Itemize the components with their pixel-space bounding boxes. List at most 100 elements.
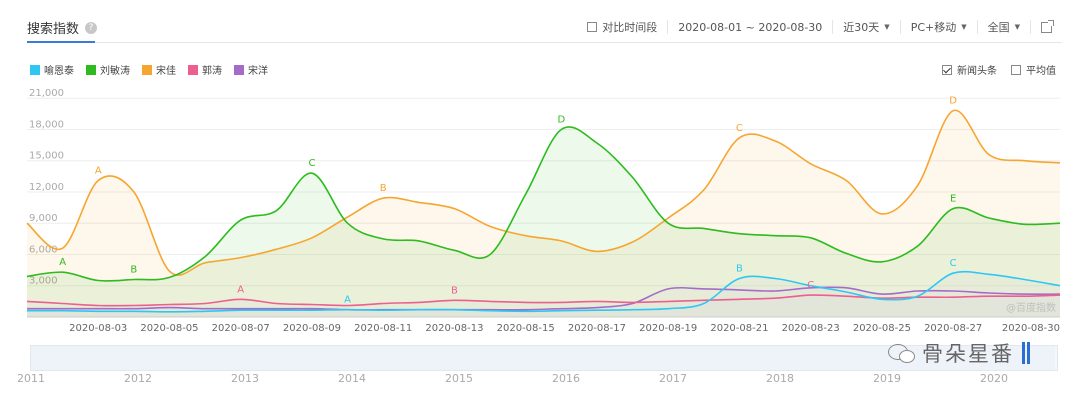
x-tick-label: 2020-08-21 bbox=[710, 323, 768, 334]
slider-year-label: 2015 bbox=[445, 372, 473, 385]
x-tick-label: 2020-08-11 bbox=[354, 323, 412, 334]
annotation-label: E bbox=[950, 194, 956, 205]
legend-item[interactable]: 宋洋 bbox=[234, 62, 268, 77]
annotation-label: B bbox=[130, 264, 137, 275]
x-tick-label: 2020-08-13 bbox=[425, 323, 483, 334]
legend-label: 刘敏涛 bbox=[100, 66, 130, 77]
annotation-label: B bbox=[736, 263, 743, 274]
x-tick-label: 2020-08-15 bbox=[497, 323, 555, 334]
slider-year-label: 2012 bbox=[124, 372, 152, 385]
y-tick-label: 6,000 bbox=[29, 244, 58, 255]
chart-options: 新闻头条 平均值 bbox=[942, 62, 1056, 77]
slider-year-label: 2014 bbox=[338, 372, 366, 385]
period-value: 近30天 bbox=[843, 21, 880, 34]
average-checkbox-icon[interactable] bbox=[1011, 64, 1021, 75]
y-tick-label: 21,000 bbox=[29, 88, 64, 99]
annotation-label: D bbox=[557, 114, 565, 125]
news-label: 新闻头条 bbox=[957, 66, 997, 77]
x-tick-label: 2020-08-25 bbox=[853, 323, 911, 334]
legend-swatch bbox=[142, 64, 152, 75]
slider-year-label: 2016 bbox=[552, 372, 580, 385]
slider-year-label: 2018 bbox=[766, 372, 794, 385]
device-value: PC+移动 bbox=[910, 21, 957, 34]
series-line bbox=[26, 294, 1061, 307]
region-select[interactable]: 全国 ▼ bbox=[976, 20, 1030, 34]
legend-swatch bbox=[30, 64, 40, 75]
period-select[interactable]: 近30天 ▼ bbox=[832, 20, 899, 34]
external-link-icon[interactable] bbox=[1041, 19, 1054, 33]
annotation-label: C bbox=[308, 158, 315, 169]
y-tick-label: 12,000 bbox=[29, 182, 64, 193]
chart-legend: 喻恩泰 刘敏涛 宋佳 郭涛 宋洋 bbox=[30, 62, 268, 77]
y-tick-label: 3,000 bbox=[29, 276, 58, 287]
legend-swatch bbox=[234, 64, 244, 75]
slider-year-label: 2019 bbox=[873, 372, 901, 385]
compare-checkbox-icon[interactable] bbox=[587, 22, 598, 32]
header-divider bbox=[27, 42, 1062, 43]
slider-year-label: 2011 bbox=[17, 372, 45, 385]
y-tick-label: 15,000 bbox=[29, 151, 64, 162]
annotation-label: C bbox=[807, 280, 814, 291]
device-select[interactable]: PC+移动 ▼ bbox=[899, 20, 977, 34]
annotation-label: C bbox=[950, 258, 957, 269]
watermark-bars-icon bbox=[1022, 342, 1030, 364]
legend-item[interactable]: 宋佳 bbox=[142, 62, 176, 77]
wechat-icon bbox=[888, 342, 916, 364]
legend-item[interactable]: 刘敏涛 bbox=[86, 62, 130, 77]
average-label: 平均值 bbox=[1026, 66, 1056, 77]
chevron-down-icon: ▼ bbox=[961, 23, 967, 31]
annotation-label: A bbox=[95, 166, 102, 177]
toolbar: 对比时间段 2020-08-01 ~ 2020-08-30 近30天 ▼ PC+… bbox=[577, 19, 1062, 34]
chevron-down-icon: ▼ bbox=[884, 23, 890, 31]
y-tick-label: 9,000 bbox=[29, 213, 58, 224]
legend-label: 喻恩泰 bbox=[44, 66, 74, 77]
y-tick-label: 18,000 bbox=[29, 119, 64, 130]
slider-year-label: 2013 bbox=[231, 372, 259, 385]
x-tick-label: 2020-08-23 bbox=[782, 323, 840, 334]
compare-period-toggle[interactable]: 对比时间段 bbox=[577, 20, 667, 34]
x-tick-label: 2020-08-03 bbox=[69, 323, 127, 334]
watermark-text: 骨朵星番 bbox=[922, 342, 1014, 366]
x-tick-label: 2020-08-27 bbox=[924, 323, 982, 334]
x-tick-label: 2020-08-09 bbox=[283, 323, 341, 334]
news-headline-toggle[interactable]: 新闻头条 bbox=[942, 62, 997, 77]
compare-label: 对比时间段 bbox=[602, 21, 658, 34]
slider-year-label: 2017 bbox=[659, 372, 687, 385]
chart-header: 搜索指数 ? 对比时间段 2020-08-01 ~ 2020-08-30 近30… bbox=[0, 0, 1080, 46]
series-area bbox=[27, 126, 1060, 317]
time-range-slider[interactable] bbox=[30, 345, 1058, 371]
legend-item[interactable]: 喻恩泰 bbox=[30, 62, 74, 77]
export-button[interactable] bbox=[1030, 19, 1062, 34]
annotation-label: A bbox=[59, 257, 66, 268]
help-icon[interactable]: ? bbox=[85, 21, 98, 34]
chevron-down-icon: ▼ bbox=[1014, 23, 1020, 31]
page-title: 搜索指数 bbox=[27, 22, 80, 37]
slider-selection[interactable] bbox=[31, 346, 1055, 370]
average-toggle[interactable]: 平均值 bbox=[1011, 62, 1056, 77]
watermark: 骨朵星番 bbox=[888, 338, 1030, 368]
slider-year-label: 2020 bbox=[980, 372, 1008, 385]
annotation-label: D bbox=[949, 96, 957, 107]
series-line bbox=[26, 126, 1061, 282]
series-area bbox=[27, 295, 1060, 317]
legend-item[interactable]: 郭涛 bbox=[188, 62, 222, 77]
news-checkbox-icon[interactable] bbox=[942, 64, 952, 75]
slider-year-axis: 2011 2012 2013 2014 2015 2016 2017 2018 2019 2020 bbox=[0, 372, 1080, 388]
x-tick-label: 2020-08-19 bbox=[639, 323, 697, 334]
x-tick-label: 2020-08-07 bbox=[212, 323, 270, 334]
x-tick-label: 2020-08-17 bbox=[568, 323, 626, 334]
legend-label: 宋洋 bbox=[248, 66, 268, 77]
x-tick-label: 2020-08-30 bbox=[1002, 323, 1060, 334]
search-index-chart: 3,000 6,000 9,000 12,000 15,000 18,000 21,000 A… bbox=[26, 85, 1061, 334]
annotation-label: A bbox=[237, 284, 244, 295]
title-group: 搜索指数 ? bbox=[27, 18, 98, 37]
series-line bbox=[26, 109, 1061, 276]
active-tab-indicator bbox=[27, 41, 95, 43]
legend-swatch bbox=[188, 64, 198, 75]
date-range-picker[interactable]: 2020-08-01 ~ 2020-08-30 bbox=[667, 20, 832, 34]
annotation-label: B bbox=[451, 285, 458, 296]
series-area bbox=[27, 110, 1060, 317]
series-line bbox=[27, 270, 1061, 313]
series-line bbox=[26, 286, 1061, 311]
annotation-label: C bbox=[736, 123, 743, 134]
